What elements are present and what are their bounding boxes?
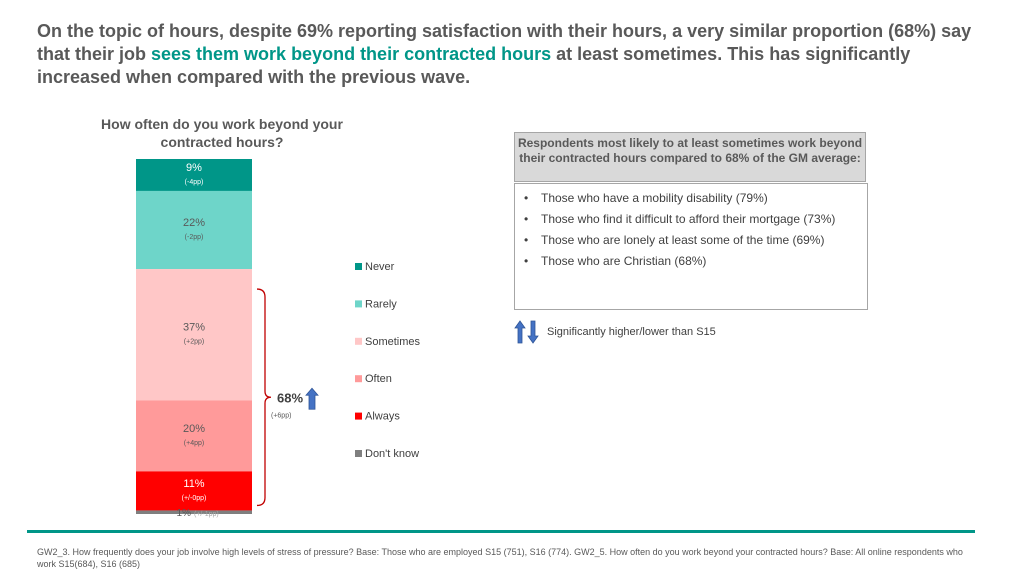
bar-segment-don-t-know	[136, 510, 252, 514]
callout-item: Those who are lonely at least some of th…	[515, 233, 867, 247]
legend-label: Always	[365, 411, 400, 423]
headline-part1: On the topic of hours, despite 69% repor…	[37, 21, 972, 64]
chart-title: How often do you work beyond your contra…	[101, 116, 343, 150]
legend-swatch	[355, 412, 362, 420]
callout-item: Those who have a mobility disability (79…	[515, 191, 867, 205]
bar-segment-always	[136, 471, 252, 511]
legend-label: Sometimes	[365, 336, 421, 348]
legend-swatch	[355, 450, 362, 457]
bar-segment-often	[136, 400, 252, 472]
change-label: (+/-0pp)	[182, 495, 207, 502]
change-label: (+4pp)	[184, 440, 204, 447]
up-down-arrows-icon	[514, 320, 539, 344]
headline-part2: at least sometimes. This has significant…	[37, 44, 911, 87]
legend-label: Often	[365, 373, 392, 385]
change-label: (+/-1pp)	[194, 511, 219, 518]
significance-legend: Significantly higher/lower than S15	[514, 320, 716, 344]
legend-swatch	[355, 375, 362, 383]
legend-swatch	[355, 337, 362, 345]
value-label: 22%	[183, 217, 205, 229]
bracket-value-label: 68%	[277, 390, 303, 405]
legend-label: Never	[365, 261, 395, 273]
callout-item: Those who are Christian (68%)	[515, 254, 867, 268]
up-arrow-icon	[305, 387, 319, 410]
value-label: 20%	[183, 423, 205, 435]
change-label: (-4pp)	[185, 179, 204, 186]
bar-segment-never	[136, 159, 252, 191]
change-label: (+2pp)	[184, 339, 204, 346]
bar-segment-sometimes	[136, 269, 252, 401]
bracket-change-label: (+6pp)	[271, 412, 291, 419]
headline-highlight: sees them work beyond their contracted h…	[151, 44, 552, 64]
bar-segment-rarely	[136, 190, 252, 270]
value-label: 1%	[177, 508, 192, 519]
legend-label: Don't know	[365, 448, 419, 460]
significance-legend-label: Significantly higher/lower than S15	[547, 326, 716, 338]
footer-divider	[27, 530, 975, 533]
callout-item: Those who find it difficult to afford th…	[515, 212, 867, 226]
callout-header: Respondents most likely to at least some…	[514, 132, 866, 182]
callout-body: Those who have a mobility disability (79…	[514, 183, 868, 310]
legend-swatch	[355, 300, 362, 308]
callout-list: Those who have a mobility disability (79…	[515, 184, 867, 268]
value-label: 37%	[183, 322, 205, 334]
change-label: (-2pp)	[185, 234, 204, 241]
headline: On the topic of hours, despite 69% repor…	[37, 20, 987, 89]
footnote: GW2_3. How frequently does your job invo…	[37, 547, 963, 569]
legend-label: Rarely	[365, 298, 397, 310]
legend-swatch	[355, 263, 362, 270]
bracket-brace	[256, 288, 272, 507]
value-label: 11%	[183, 478, 204, 490]
value-label: 9%	[186, 162, 202, 174]
